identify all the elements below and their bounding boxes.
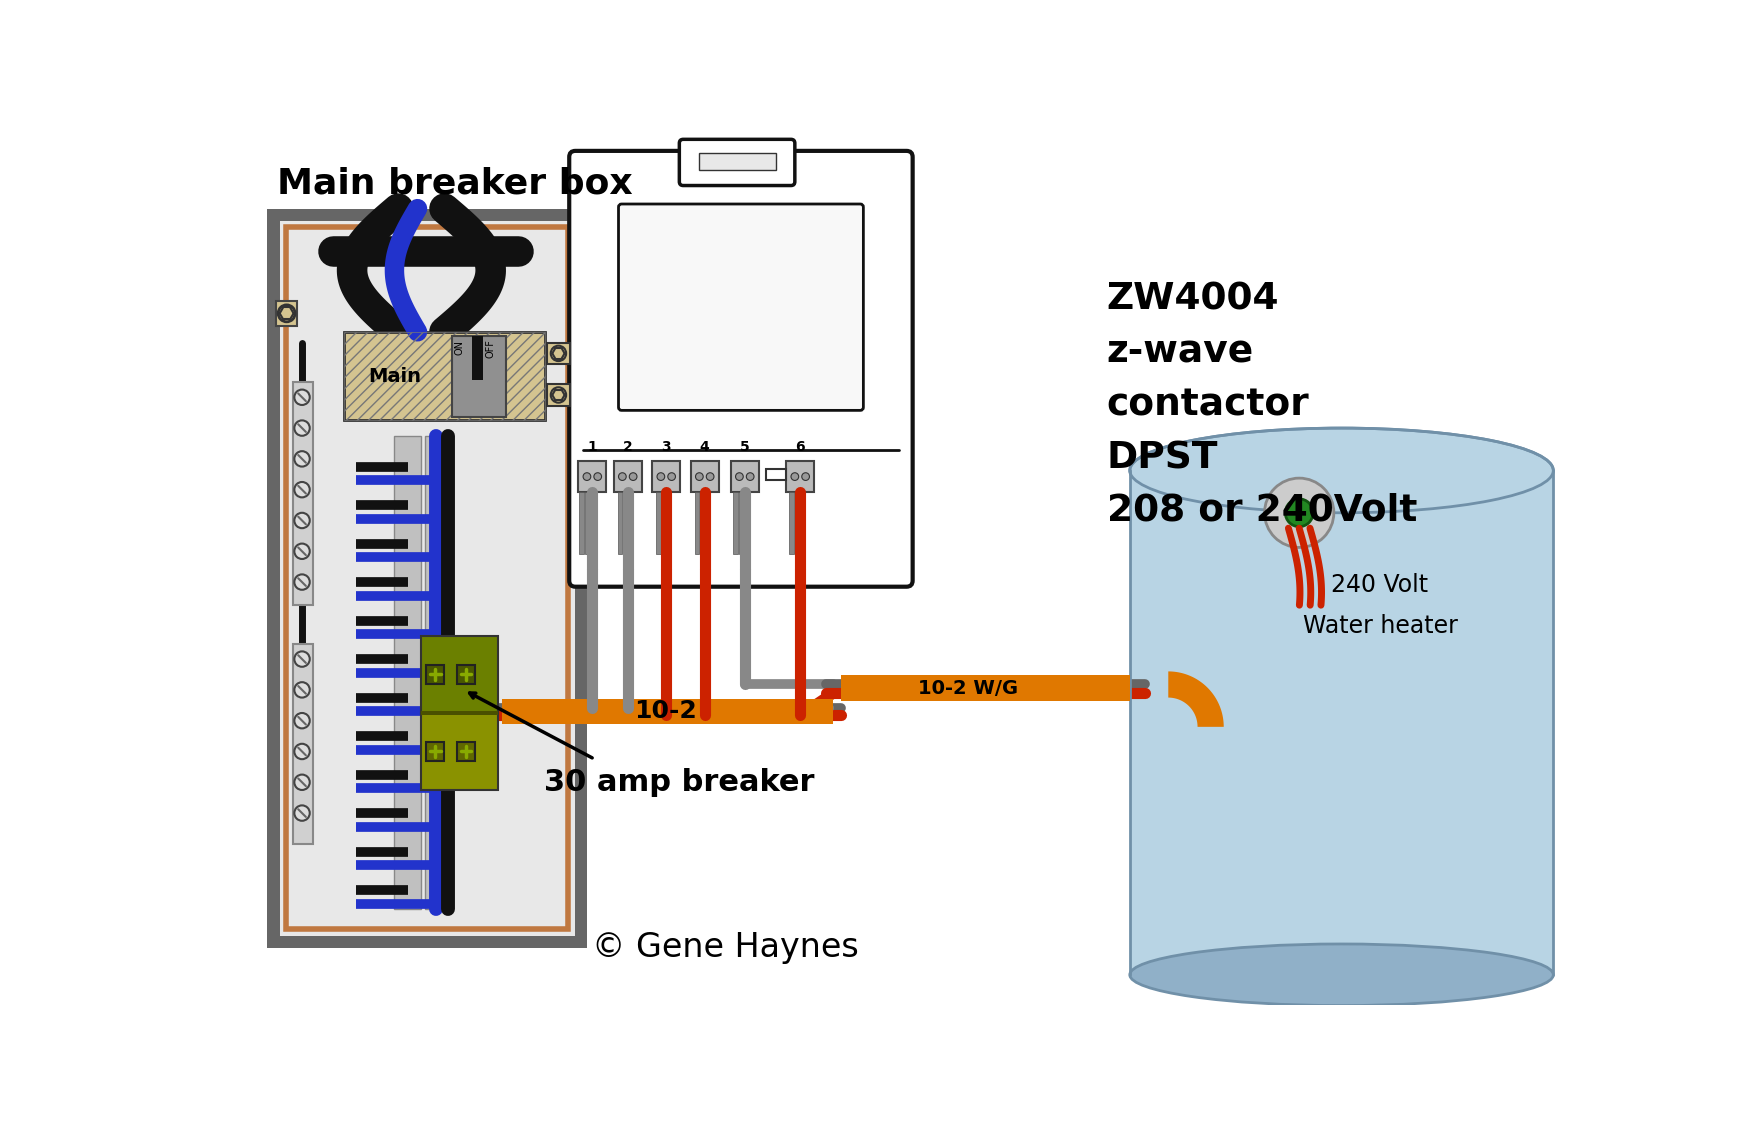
Bar [617, 492, 623, 553]
Text: ZW4004
z-wave
contactor
DPST
208 or 240Volt: ZW4004 z-wave contactor DPST 208 or 240V… [1106, 282, 1416, 530]
Text: 5: 5 [739, 440, 750, 454]
Circle shape [295, 682, 309, 698]
Bar [737, 492, 743, 553]
Circle shape [656, 473, 665, 481]
Bar [293, 382, 312, 605]
Bar [266, 209, 587, 948]
Bar [344, 332, 545, 420]
Bar [275, 301, 298, 325]
Circle shape [295, 714, 309, 728]
Circle shape [706, 473, 714, 481]
Text: 3: 3 [662, 440, 670, 454]
Bar [425, 665, 445, 684]
Text: ON: ON [455, 340, 464, 355]
Bar [579, 492, 584, 553]
Circle shape [630, 473, 637, 481]
FancyBboxPatch shape [679, 139, 794, 185]
Text: 10-2 W/G: 10-2 W/G [917, 679, 1018, 698]
Circle shape [617, 473, 626, 481]
Circle shape [295, 805, 309, 821]
Circle shape [295, 452, 309, 466]
Bar [700, 492, 704, 553]
Circle shape [1284, 499, 1312, 526]
Bar [584, 492, 589, 553]
Circle shape [667, 473, 676, 481]
Circle shape [801, 473, 810, 481]
Bar [422, 710, 497, 716]
Ellipse shape [1129, 944, 1552, 1006]
Text: © Gene Haynes: © Gene Haynes [593, 931, 859, 964]
Circle shape [295, 420, 309, 436]
Bar [766, 469, 785, 480]
Circle shape [1263, 478, 1334, 548]
Bar [789, 492, 794, 553]
Circle shape [736, 473, 743, 481]
Text: 30 amp breaker: 30 amp breaker [543, 768, 815, 797]
Text: 240 Volt
Water heater: 240 Volt Water heater [1302, 572, 1457, 638]
Circle shape [790, 473, 799, 481]
Text: 6: 6 [796, 440, 804, 454]
Bar [473, 335, 483, 379]
Bar [1129, 471, 1552, 974]
Text: OFF: OFF [485, 340, 496, 358]
Circle shape [295, 774, 309, 790]
Bar [393, 436, 422, 909]
Bar [425, 742, 445, 761]
Bar [457, 665, 475, 684]
Bar [841, 675, 1129, 701]
Bar [662, 492, 665, 553]
Bar [730, 461, 759, 492]
Bar [695, 492, 699, 553]
Bar [503, 699, 833, 724]
Circle shape [295, 390, 309, 405]
Text: Main breaker box: Main breaker box [277, 166, 633, 200]
Bar [787, 461, 813, 492]
Circle shape [582, 473, 591, 481]
FancyBboxPatch shape [617, 204, 863, 410]
Bar [656, 492, 660, 553]
Bar [794, 492, 799, 553]
Text: Main: Main [367, 367, 420, 386]
Text: 1: 1 [587, 440, 596, 454]
Bar [623, 492, 628, 553]
Bar [422, 714, 497, 790]
Circle shape [295, 513, 309, 528]
Polygon shape [1168, 672, 1222, 727]
Bar [547, 384, 570, 405]
Bar [732, 492, 737, 553]
Bar [293, 644, 312, 843]
Bar [699, 154, 774, 170]
Ellipse shape [1129, 428, 1552, 513]
Bar [452, 335, 506, 417]
Bar [547, 342, 570, 365]
Circle shape [295, 651, 309, 667]
Bar [579, 461, 605, 492]
Circle shape [695, 473, 702, 481]
Circle shape [295, 744, 309, 759]
FancyBboxPatch shape [570, 151, 912, 587]
Circle shape [295, 543, 309, 559]
Circle shape [295, 482, 309, 498]
Circle shape [746, 473, 753, 481]
Bar [653, 461, 679, 492]
Circle shape [295, 575, 309, 589]
Bar [425, 436, 452, 909]
Text: 10-2: 10-2 [633, 700, 697, 724]
Bar [457, 742, 475, 761]
Text: 2: 2 [623, 440, 632, 454]
Bar [422, 636, 497, 714]
Circle shape [593, 473, 602, 481]
Bar [614, 461, 642, 492]
Bar [344, 332, 545, 420]
Bar [621, 207, 859, 408]
Bar [690, 461, 718, 492]
Bar [286, 227, 568, 929]
Text: 4: 4 [700, 440, 709, 454]
Bar [279, 221, 575, 936]
